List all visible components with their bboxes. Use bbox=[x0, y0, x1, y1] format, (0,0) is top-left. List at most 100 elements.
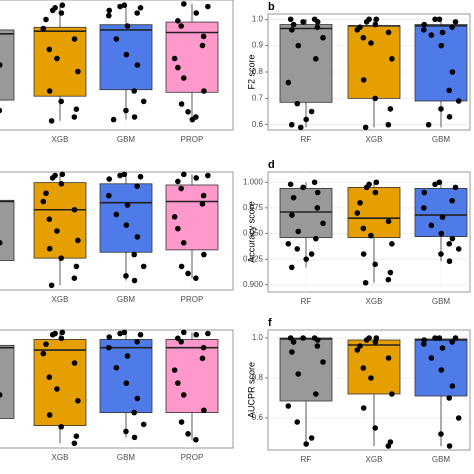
point bbox=[71, 275, 78, 282]
point bbox=[428, 32, 435, 38]
point bbox=[452, 19, 459, 25]
point bbox=[178, 185, 184, 192]
point bbox=[40, 198, 47, 205]
point bbox=[46, 245, 53, 252]
point bbox=[106, 192, 112, 199]
point bbox=[290, 194, 297, 201]
point bbox=[46, 46, 53, 53]
point bbox=[106, 7, 113, 14]
point bbox=[124, 23, 131, 29]
point bbox=[171, 367, 178, 373]
point bbox=[106, 176, 113, 182]
point bbox=[185, 270, 191, 277]
point bbox=[297, 124, 304, 131]
point bbox=[58, 255, 64, 261]
point bbox=[113, 364, 120, 371]
point bbox=[354, 210, 361, 216]
box bbox=[33, 26, 87, 97]
point bbox=[175, 64, 181, 71]
point bbox=[446, 443, 453, 449]
point bbox=[75, 68, 81, 75]
point bbox=[46, 374, 53, 381]
point bbox=[385, 443, 392, 449]
point bbox=[180, 392, 187, 398]
point bbox=[436, 179, 443, 186]
x-tick-label: GBM bbox=[117, 295, 136, 304]
point bbox=[446, 395, 452, 401]
point bbox=[54, 55, 60, 62]
point bbox=[124, 202, 131, 208]
point bbox=[178, 419, 185, 425]
box bbox=[33, 182, 87, 259]
point bbox=[290, 339, 297, 345]
y-tick-label: 1.000 bbox=[243, 177, 264, 186]
point bbox=[200, 344, 207, 351]
point bbox=[449, 383, 456, 389]
point bbox=[303, 256, 309, 262]
point bbox=[134, 395, 141, 402]
point bbox=[425, 121, 432, 128]
point bbox=[439, 345, 446, 351]
point bbox=[54, 386, 60, 392]
point bbox=[175, 380, 181, 386]
point bbox=[285, 240, 292, 247]
point bbox=[185, 109, 191, 115]
point bbox=[71, 440, 78, 447]
point bbox=[175, 18, 181, 24]
point bbox=[71, 360, 78, 366]
point bbox=[205, 3, 211, 10]
point bbox=[432, 16, 438, 23]
point bbox=[49, 175, 56, 181]
point bbox=[178, 101, 185, 107]
point bbox=[320, 34, 326, 41]
point bbox=[0, 240, 3, 246]
point bbox=[131, 114, 138, 120]
point bbox=[432, 181, 438, 188]
point bbox=[123, 273, 129, 279]
point bbox=[193, 175, 200, 181]
panel-letter: d bbox=[268, 159, 275, 171]
point bbox=[294, 419, 301, 425]
point bbox=[123, 428, 129, 435]
point bbox=[300, 19, 306, 25]
point bbox=[175, 225, 181, 232]
point bbox=[303, 116, 309, 123]
point bbox=[59, 329, 66, 336]
point bbox=[287, 181, 294, 188]
point bbox=[295, 42, 302, 49]
point bbox=[54, 228, 60, 234]
point bbox=[289, 349, 295, 355]
point bbox=[314, 205, 321, 211]
x-tick-label: GBM bbox=[117, 453, 136, 462]
point bbox=[140, 98, 147, 105]
point bbox=[452, 335, 459, 341]
point bbox=[428, 222, 435, 229]
y-tick-label: 0.900 bbox=[243, 280, 264, 289]
point bbox=[175, 178, 181, 185]
point bbox=[439, 214, 446, 220]
point bbox=[59, 171, 66, 178]
point bbox=[124, 353, 131, 359]
point bbox=[455, 415, 462, 421]
point bbox=[131, 88, 137, 94]
point bbox=[0, 392, 3, 398]
point bbox=[43, 16, 49, 23]
point bbox=[385, 218, 392, 225]
point bbox=[178, 263, 185, 270]
point bbox=[48, 118, 55, 124]
point bbox=[73, 106, 80, 112]
point bbox=[131, 251, 137, 258]
point bbox=[46, 88, 53, 94]
point bbox=[449, 197, 455, 204]
point bbox=[308, 108, 315, 115]
point bbox=[40, 350, 47, 357]
point bbox=[140, 421, 147, 428]
point bbox=[314, 19, 321, 25]
point bbox=[106, 12, 112, 19]
point bbox=[131, 434, 138, 441]
x-tick-label: RF bbox=[301, 455, 312, 464]
point bbox=[295, 371, 302, 377]
point bbox=[193, 275, 199, 282]
y-tick-label: 0.8 bbox=[252, 67, 264, 76]
